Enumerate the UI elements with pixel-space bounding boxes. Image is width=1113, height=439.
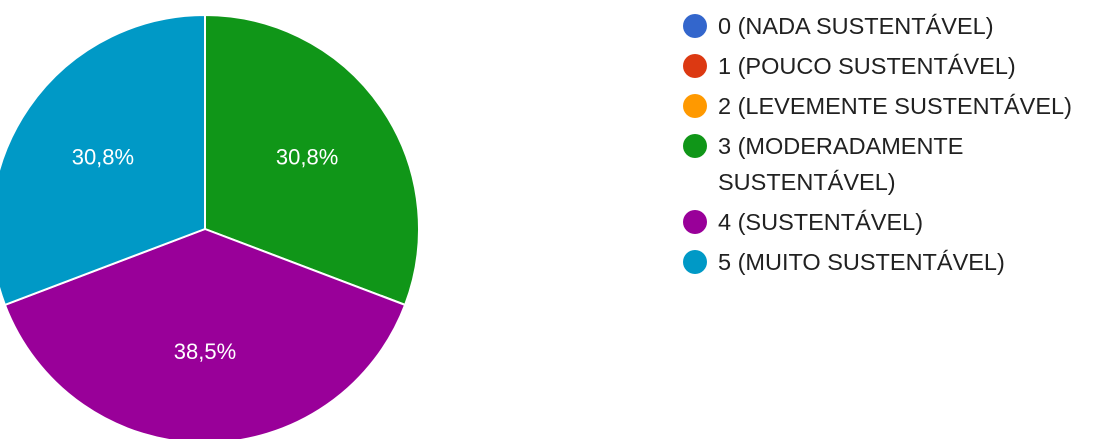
legend-item-5[interactable]: 5 (MUITO SUSTENTÁVEL) <box>683 244 1108 280</box>
legend-label-3: 3 (MODERADAMENTE SUSTENTÁVEL) <box>718 133 964 195</box>
legend-swatch-1 <box>683 54 707 78</box>
legend-item-0[interactable]: 0 (NADA SUSTENTÁVEL) <box>683 8 1108 44</box>
legend-swatch-0 <box>683 14 707 38</box>
legend-label-5: 5 (MUITO SUSTENTÁVEL) <box>718 249 1005 275</box>
legend: 0 (NADA SUSTENTÁVEL) 1 (POUCO SUSTENTÁVE… <box>683 8 1108 284</box>
legend-label-4: 4 (SUSTENTÁVEL) <box>718 209 924 235</box>
pie-slice-5[interactable] <box>0 13 206 307</box>
pie-slice-4[interactable] <box>3 227 407 439</box>
legend-item-1[interactable]: 1 (POUCO SUSTENTÁVEL) <box>683 48 1108 84</box>
legend-swatch-5 <box>683 250 707 274</box>
legend-item-3[interactable]: 3 (MODERADAMENTE SUSTENTÁVEL) <box>683 128 1108 200</box>
legend-item-2[interactable]: 2 (LEVEMENTE SUSTENTÁVEL) <box>683 88 1108 124</box>
legend-item-4[interactable]: 4 (SUSTENTÁVEL) <box>683 204 1108 240</box>
legend-label-1: 1 (POUCO SUSTENTÁVEL) <box>718 53 1016 79</box>
slice-value-label-3: 30,8% <box>276 144 338 169</box>
legend-swatch-3 <box>683 134 707 158</box>
legend-swatch-2 <box>683 94 707 118</box>
pie-slice-3[interactable] <box>204 13 420 307</box>
legend-label-0: 0 (NADA SUSTENTÁVEL) <box>718 13 994 39</box>
legend-swatch-4 <box>683 210 707 234</box>
legend-label-2: 2 (LEVEMENTE SUSTENTÁVEL) <box>718 93 1072 119</box>
slice-value-label-5: 30,8% <box>72 144 134 169</box>
slice-value-label-4: 38,5% <box>174 339 236 364</box>
